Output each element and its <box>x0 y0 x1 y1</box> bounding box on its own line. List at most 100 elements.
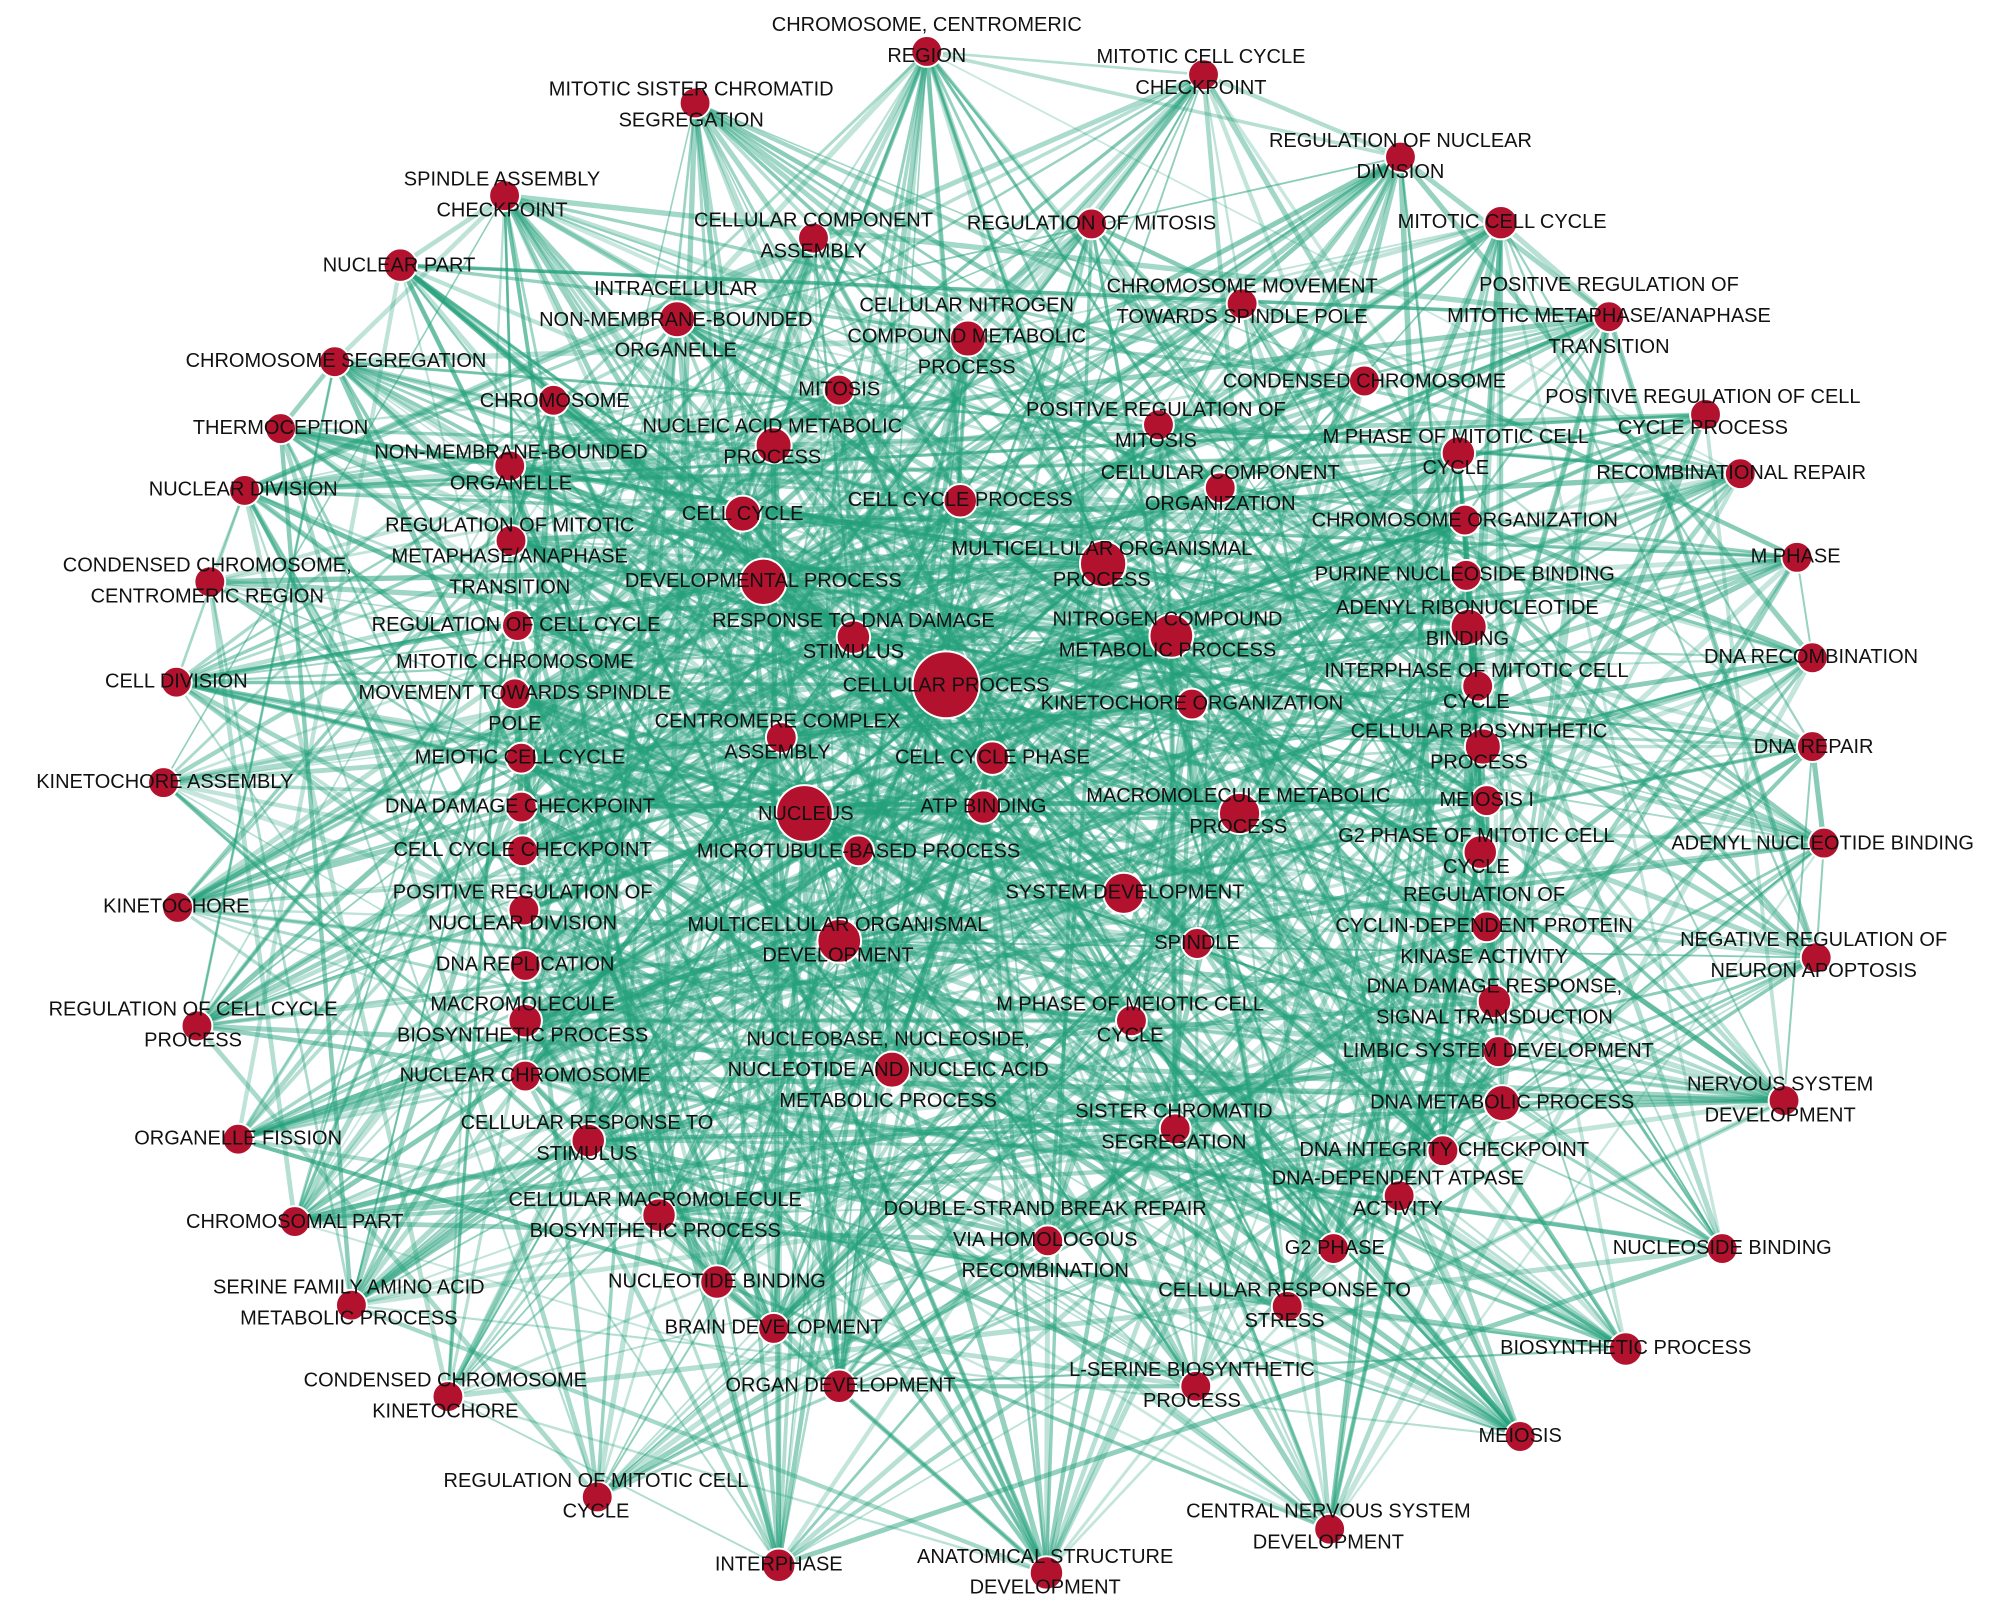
edge <box>1156 423 1523 1438</box>
edge <box>982 806 1049 1242</box>
node-label: ATP BINDING <box>920 795 1046 817</box>
edge <box>195 1024 600 1499</box>
edge <box>509 464 961 503</box>
edge <box>803 412 1707 816</box>
edge <box>839 1347 1626 1388</box>
edge <box>244 413 1706 492</box>
edge <box>1332 452 1460 1249</box>
edge <box>852 221 1502 639</box>
edge <box>237 683 947 1141</box>
node-label: CYCLE <box>1097 1024 1164 1046</box>
edge <box>524 798 1488 1023</box>
edge <box>836 500 963 1387</box>
node <box>761 1547 797 1583</box>
edge <box>1202 72 1402 160</box>
edge <box>657 683 949 1217</box>
node <box>1142 408 1175 442</box>
edge <box>176 561 1104 910</box>
node-label: ORGANELLE FISSION <box>134 1127 342 1149</box>
edge <box>524 1019 1331 1531</box>
edge <box>1397 156 1446 1151</box>
edge <box>1169 635 1177 1129</box>
node-label: PROCESS <box>1143 1390 1241 1412</box>
edge <box>510 539 1104 565</box>
edge <box>803 812 1197 1387</box>
edge <box>398 264 1049 1574</box>
edge <box>524 805 985 1023</box>
edge <box>925 51 1335 1249</box>
node <box>221 1122 255 1156</box>
edge <box>776 389 842 1566</box>
edge <box>280 426 774 448</box>
edge <box>742 512 1484 748</box>
node <box>1470 784 1504 818</box>
node-label: METAPHASE/ANAPHASE <box>392 546 628 568</box>
edge <box>517 623 947 687</box>
node <box>570 1122 606 1159</box>
node-label: CHROMOSOME SEGREGATION <box>186 350 487 372</box>
node <box>911 650 981 720</box>
node-label: NUCLEAR CHROMOSOME <box>400 1064 651 1086</box>
node-label: MITOTIC CELL CYCLE <box>1096 46 1305 68</box>
node-label: KINETOCHORE ASSEMBLY <box>36 771 293 793</box>
edge <box>838 744 1813 943</box>
edge <box>1170 635 1488 928</box>
edge <box>1440 1000 1497 1152</box>
node <box>754 426 793 465</box>
node-label: SEGREGATION <box>619 109 764 131</box>
edge <box>587 1138 1197 1389</box>
edge <box>762 302 1243 584</box>
edge <box>1044 452 1461 1574</box>
node-label: DEVELOPMENTAL PROCESS <box>625 570 902 592</box>
edge <box>839 940 1817 959</box>
edge <box>294 1049 1499 1225</box>
node-label: BIOSYNTHETIC PROCESS <box>1500 1337 1751 1359</box>
node-label: CONDENSED CHROMOSOME <box>304 1369 587 1391</box>
node <box>835 619 872 655</box>
node-label: SERINE FAMILY AMINO ACID <box>213 1277 485 1299</box>
node <box>1461 669 1495 703</box>
node <box>1180 927 1214 960</box>
node-label: CONDENSED CHROMOSOME <box>1223 371 1506 393</box>
node <box>797 221 830 255</box>
node-label: KINETOCHORE <box>372 1400 518 1422</box>
node-label: CHROMOSOMAL PART <box>186 1211 403 1233</box>
edge <box>1240 303 1401 1197</box>
edge <box>1498 222 1505 1104</box>
edge <box>762 580 1401 1198</box>
edge <box>966 337 1628 1351</box>
edge <box>945 555 1798 687</box>
node-label: ANATOMICAL STRUCTURE <box>917 1546 1173 1568</box>
edge <box>350 1138 590 1307</box>
edge <box>1045 798 1489 1243</box>
edge <box>237 939 840 1141</box>
edge <box>1481 316 1611 748</box>
node <box>1476 983 1513 1020</box>
edge <box>692 101 1446 1153</box>
edge <box>772 444 1193 706</box>
node <box>1799 941 1833 975</box>
edge <box>237 702 1193 1141</box>
node-label: SIGNAL TRANSDUCTION <box>1376 1006 1613 1028</box>
node-label: REGULATION OF MITOSIS <box>967 212 1216 234</box>
node-label: DEVELOPMENT <box>970 1577 1121 1599</box>
edge <box>1090 223 1470 628</box>
node-label: VIA HOMOLOGOUS <box>953 1229 1137 1251</box>
edge <box>1121 424 1161 894</box>
node-label: BIOSYNTHETIC PROCESS <box>530 1220 781 1242</box>
edge <box>772 74 1205 1329</box>
edge <box>1239 799 1487 815</box>
edge <box>587 850 1481 1143</box>
edge <box>509 223 1092 467</box>
node <box>507 893 541 927</box>
edge <box>1089 223 1289 1307</box>
edge <box>522 848 1198 946</box>
edge <box>587 156 1402 1142</box>
edge <box>521 683 1478 761</box>
edge <box>162 781 527 1078</box>
edge <box>586 423 1161 1142</box>
edge <box>243 317 678 492</box>
edge <box>163 781 1197 1387</box>
edge <box>781 735 993 760</box>
node-label: MEIOSIS I <box>1439 789 1533 811</box>
